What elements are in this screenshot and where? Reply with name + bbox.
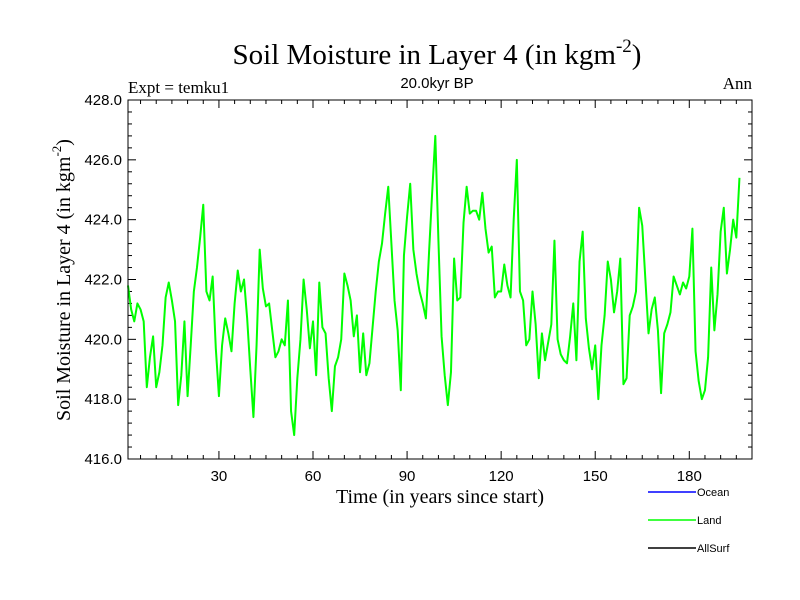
series-line-land <box>127 134 741 437</box>
chart-title-close: ) <box>632 39 642 71</box>
legend: Ocean Land AllSurf <box>648 487 730 555</box>
y-axis-title-group: Soil Moisture in Layer 4 (in kgm-2) <box>49 139 75 421</box>
chart-title-group: Soil Moisture in Layer 4 (in kgm-2) <box>233 36 642 71</box>
chart-title-superscript: -2 <box>616 36 632 57</box>
season-label: Ann <box>723 74 753 93</box>
x-tick-label: 120 <box>489 468 514 485</box>
y-axis-title-superscript: -2 <box>49 146 64 157</box>
y-axis-title-close: ) <box>53 139 75 146</box>
x-tick-label: 60 <box>305 468 322 485</box>
x-tick-label: 30 <box>211 468 228 485</box>
chart-title: Soil Moisture in Layer 4 (in kgm <box>233 39 617 71</box>
y-tick-label: 424.0 <box>84 212 122 229</box>
y-tick-label: 416.0 <box>84 451 122 468</box>
experiment-label: Expt = temku1 <box>128 78 229 97</box>
y-tick-label: 428.0 <box>84 92 122 109</box>
legend-label-land: Land <box>697 515 721 527</box>
legend-label-allsurf: AllSurf <box>697 543 730 555</box>
y-tick-label: 422.0 <box>84 272 122 289</box>
y-tick-label: 420.0 <box>84 331 122 348</box>
legend-label-ocean: Ocean <box>697 487 729 499</box>
x-axis-title: Time (in years since start) <box>336 486 544 508</box>
x-tick-label: 150 <box>583 468 608 485</box>
x-tick-label: 90 <box>399 468 416 485</box>
x-tick-label: 180 <box>677 468 702 485</box>
y-tick-label: 418.0 <box>84 391 122 408</box>
y-tick-label: 426.0 <box>84 152 122 169</box>
y-axis-title: Soil Moisture in Layer 4 (in kgm <box>53 156 75 421</box>
plot-frame <box>127 99 753 460</box>
chart-subtitle: 20.0kyr BP <box>400 75 473 92</box>
